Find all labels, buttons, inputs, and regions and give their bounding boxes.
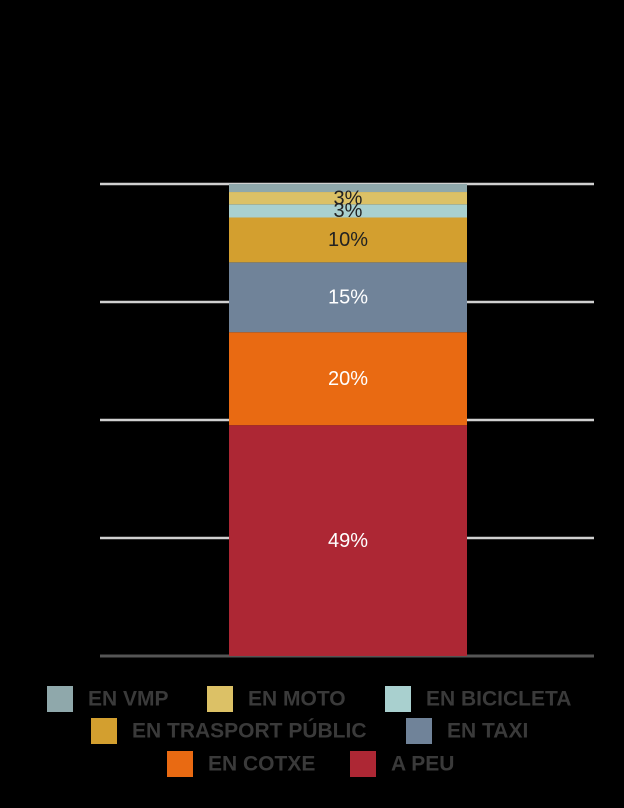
legend-label: EN TAXI (447, 720, 528, 743)
data-label: 15% (328, 287, 368, 309)
legend-label: EN COTXE (208, 753, 315, 776)
data-label: 3% (334, 187, 363, 209)
legend-swatch (385, 686, 411, 712)
legend-swatch (350, 751, 376, 777)
bar-segment (229, 217, 467, 263)
bar-segment (229, 332, 467, 426)
legend-label: EN MOTO (248, 688, 346, 711)
y-tick-label: 25 (76, 529, 92, 545)
y-tick-label: 75 (76, 293, 92, 309)
legend-label: EN TRASPORT PÚBLIC (132, 719, 367, 743)
data-label: 10% (328, 229, 368, 251)
bar-segment (229, 184, 467, 193)
bar-segment (229, 262, 467, 333)
legend-swatch (406, 718, 432, 744)
bar-segment (229, 204, 467, 218)
legend-swatch (167, 751, 193, 777)
bar-segment (229, 192, 467, 205)
legend-label: EN BICICLETA (426, 688, 571, 711)
bar-segment (229, 425, 467, 656)
y-tick-label: 0 (84, 647, 92, 663)
legend-label: A PEU (391, 753, 454, 776)
data-label: 3% (334, 200, 363, 222)
legend-swatch (207, 686, 233, 712)
legend-swatch (91, 718, 117, 744)
y-tick-label: 100 (69, 175, 93, 191)
data-label: 49% (328, 530, 368, 552)
legend-label: EN VMP (88, 688, 169, 711)
data-label: 20% (328, 368, 368, 390)
legend-swatch (47, 686, 73, 712)
y-tick-label: 50 (76, 411, 92, 427)
